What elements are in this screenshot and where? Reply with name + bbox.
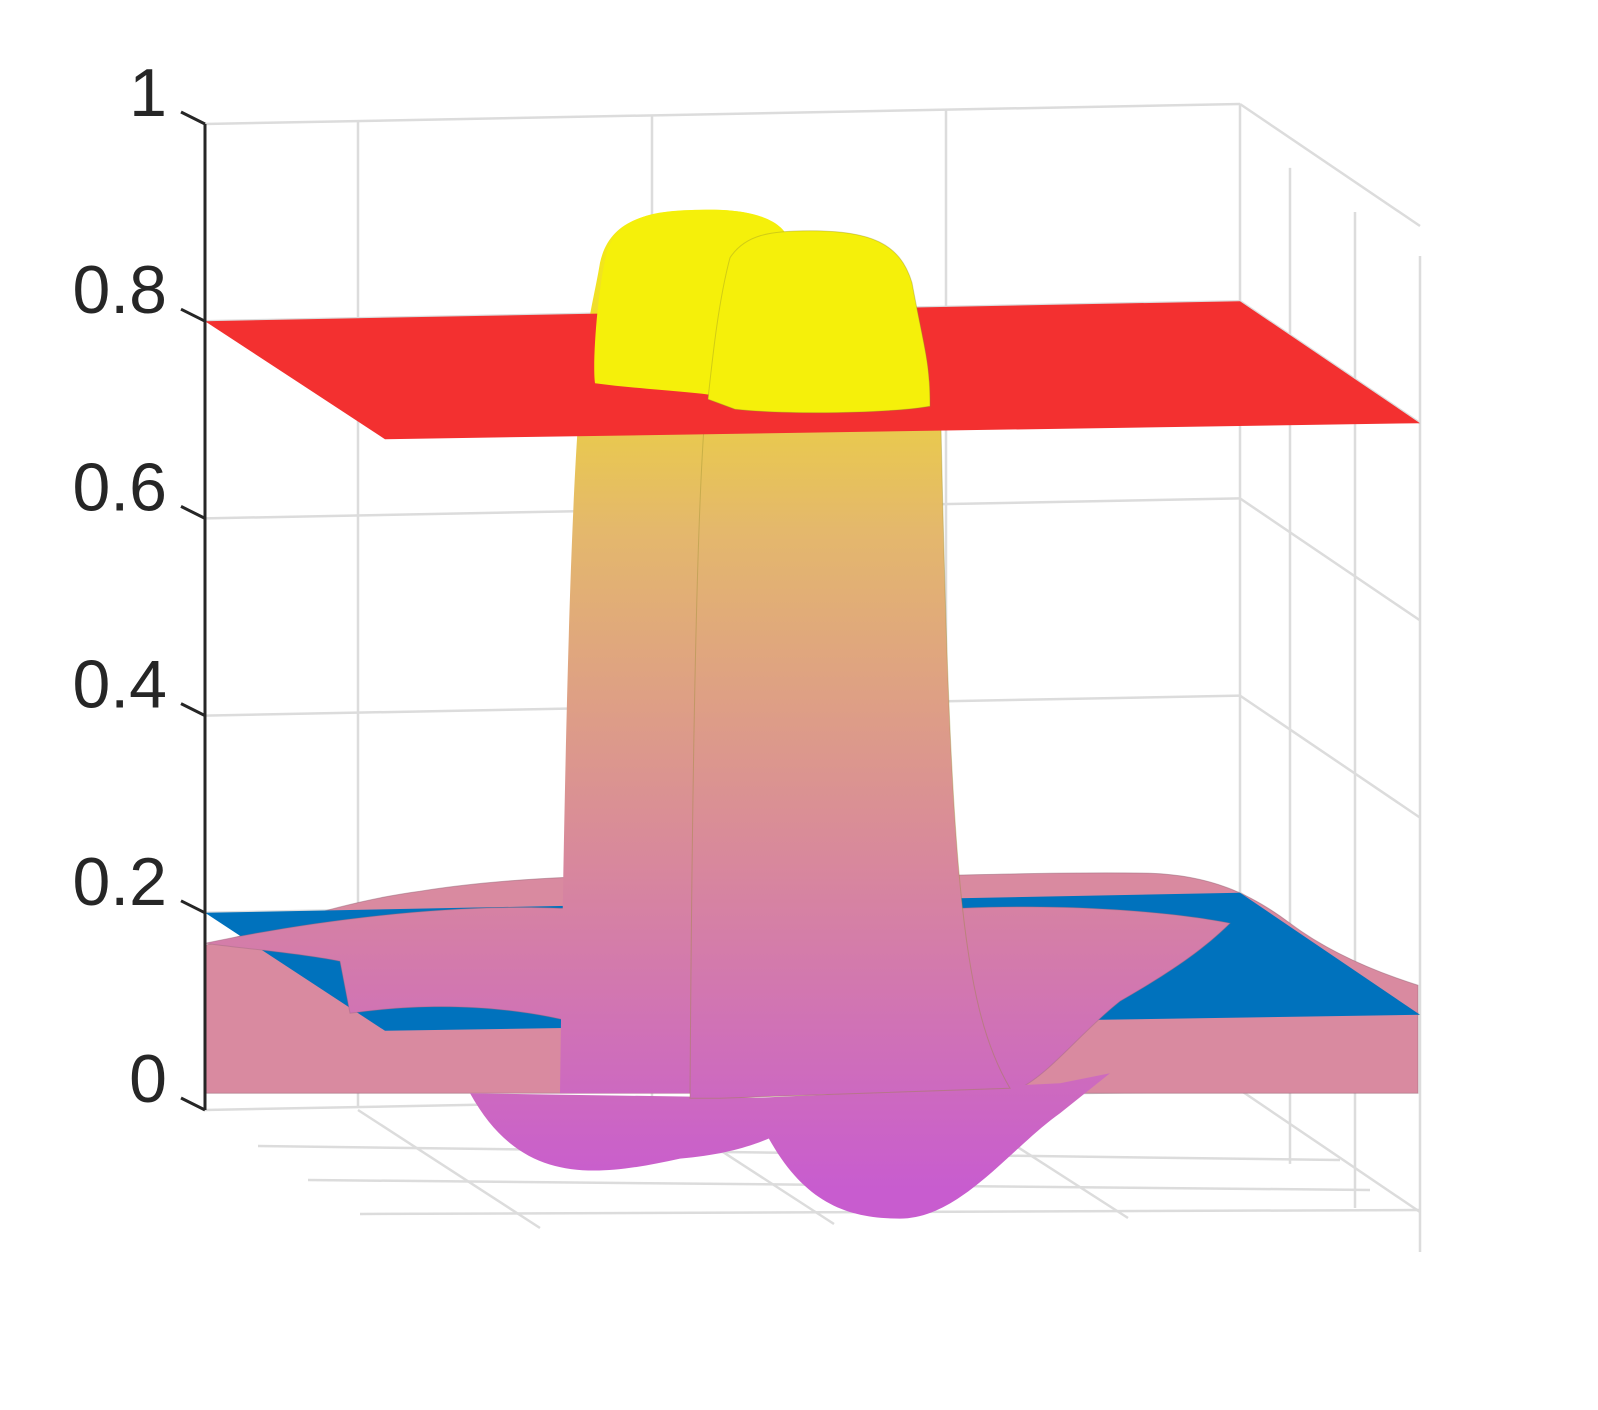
grid-line-right xyxy=(1239,102,1421,228)
grid-line-floor xyxy=(357,1108,541,1230)
surface-bowl-right xyxy=(750,1073,1110,1219)
z-tick-label: 0 xyxy=(129,1041,167,1117)
grid-line-right xyxy=(1239,694,1421,819)
z-tick-mark xyxy=(180,505,206,520)
grid-line-back xyxy=(204,102,1241,126)
z-tick-label: 0.6 xyxy=(72,449,167,525)
surface-peak-front-cap xyxy=(707,230,931,414)
z-tick-label: 0.8 xyxy=(72,252,167,328)
grid-line-right xyxy=(1239,497,1421,622)
surface-bowl-left xyxy=(470,1093,790,1171)
z-tick-labels: 0 0.2 0.4 0.6 0.8 1 xyxy=(72,55,167,1117)
z-tick-label: 0.2 xyxy=(72,844,167,920)
z-tick-mark xyxy=(180,899,206,915)
z-tick-label: 0.4 xyxy=(72,647,167,723)
z-tick-label: 1 xyxy=(129,55,167,131)
z-tick-mark xyxy=(180,702,206,717)
grid-line-right xyxy=(1239,1088,1421,1214)
z-axis xyxy=(180,110,207,1112)
z-tick-mark xyxy=(180,307,206,323)
z-tick-mark xyxy=(180,1096,206,1112)
z-tick-mark xyxy=(180,110,206,126)
